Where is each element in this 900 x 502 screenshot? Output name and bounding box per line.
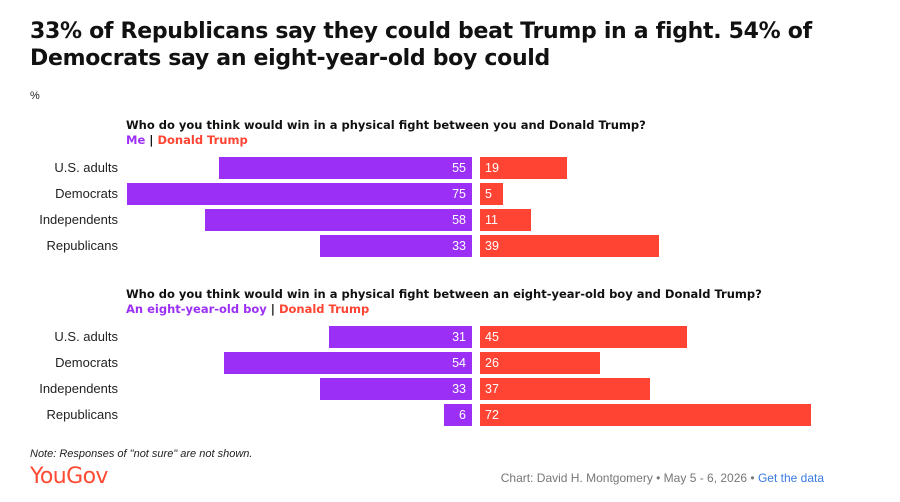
category-label: U.S. adults xyxy=(54,160,118,175)
bar-left xyxy=(219,157,472,179)
category-label: U.S. adults xyxy=(54,329,118,344)
value-label-left: 6 xyxy=(459,408,466,422)
bar-right xyxy=(480,404,812,426)
value-label-right: 19 xyxy=(485,161,499,175)
bar-left xyxy=(127,183,472,205)
panel-legend: An eight-year-old boy | Donald Trump xyxy=(126,302,369,316)
category-label: Independents xyxy=(39,212,118,227)
value-label-left: 54 xyxy=(452,356,466,370)
bar-left xyxy=(320,378,472,400)
value-label-left: 55 xyxy=(452,161,466,175)
bar-right xyxy=(480,326,687,348)
panel-legend: Me | Donald Trump xyxy=(126,133,248,147)
chart-credit: Chart: David H. Montgomery • May 5 - 6, … xyxy=(501,471,824,485)
value-label-left: 58 xyxy=(452,213,466,227)
category-label: Democrats xyxy=(55,186,118,201)
value-label-right: 11 xyxy=(485,213,498,227)
value-label-right: 37 xyxy=(485,382,499,396)
bar-left xyxy=(223,352,472,374)
bar-left xyxy=(320,235,472,257)
value-label-right: 72 xyxy=(485,408,499,422)
bar-left xyxy=(444,404,472,426)
legend-left-series: Me xyxy=(126,133,146,147)
legend-separator: | xyxy=(270,302,275,316)
panel-question: Who do you think would win in a physical… xyxy=(126,118,646,132)
value-label-right: 26 xyxy=(485,356,499,370)
value-label-right: 39 xyxy=(485,239,499,253)
legend-right-series: Donald Trump xyxy=(278,302,370,316)
bar-right xyxy=(480,183,503,205)
chart-title: 33% of Republicans say they could beat T… xyxy=(30,19,812,71)
credit-text: Chart: David H. Montgomery • May 5 - 6, … xyxy=(500,471,755,485)
legend-right-series: Donald Trump xyxy=(157,133,248,147)
bar-right xyxy=(480,352,600,374)
value-label-left: 33 xyxy=(452,239,466,253)
category-label: Republicans xyxy=(46,238,118,253)
value-label-left: 33 xyxy=(452,382,466,396)
value-label-right: 45 xyxy=(485,330,499,344)
get-the-data-link[interactable]: Get the data xyxy=(757,471,824,485)
bar-right xyxy=(480,235,660,257)
bar-right xyxy=(480,378,651,400)
category-label: Democrats xyxy=(55,355,118,370)
unit-label: % xyxy=(30,90,40,102)
footnote: Note: Responses of "not sure" are not sh… xyxy=(30,448,253,460)
category-label: Republicans xyxy=(46,407,118,422)
value-label-left: 75 xyxy=(452,187,466,201)
bar-right xyxy=(480,157,568,179)
value-label-right: 5 xyxy=(485,187,492,201)
value-label-left: 31 xyxy=(452,330,466,344)
category-label: Independents xyxy=(39,381,118,396)
legend-left-series: An eight-year-old boy xyxy=(126,302,267,316)
legend-separator: | xyxy=(149,133,154,147)
bar-left xyxy=(205,209,472,231)
yougov-logo: YouGov xyxy=(30,464,108,489)
bar-left xyxy=(329,326,472,348)
panel-question: Who do you think would win in a physical… xyxy=(126,287,762,301)
bar-right xyxy=(480,209,531,231)
